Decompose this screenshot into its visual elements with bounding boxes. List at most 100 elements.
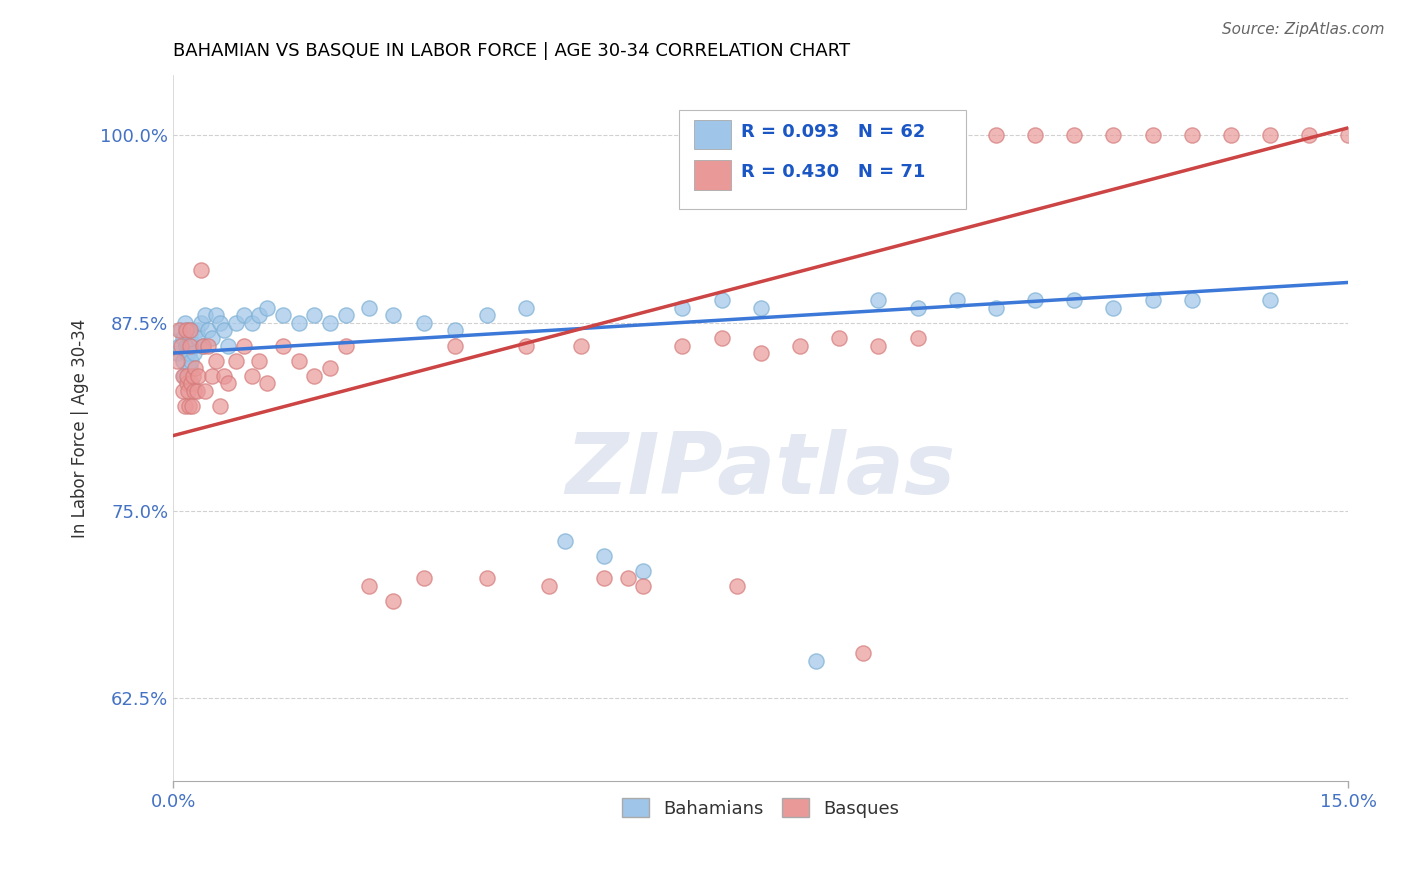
Point	[475, 571, 498, 585]
Point	[984, 301, 1007, 315]
Point	[633, 579, 655, 593]
Text: R = 0.430   N = 71: R = 0.430 N = 71	[741, 163, 925, 181]
Point	[179, 361, 201, 376]
Point	[193, 309, 215, 323]
Point	[176, 346, 198, 360]
Point	[302, 368, 325, 383]
Point	[181, 324, 204, 338]
Point	[319, 361, 342, 376]
Point	[359, 301, 381, 315]
Point	[180, 376, 202, 390]
FancyBboxPatch shape	[679, 111, 966, 210]
Point	[710, 293, 733, 308]
Point	[515, 338, 537, 352]
Point	[225, 353, 247, 368]
Point	[197, 324, 219, 338]
Point	[907, 331, 929, 345]
Point	[176, 368, 198, 383]
Point	[240, 316, 263, 330]
Point	[232, 338, 254, 352]
Point	[1102, 128, 1125, 143]
Point	[166, 353, 188, 368]
Y-axis label: In Labor Force | Age 30-34: In Labor Force | Age 30-34	[72, 318, 89, 538]
Point	[287, 316, 309, 330]
Point	[190, 316, 212, 330]
Point	[302, 309, 325, 323]
Text: BAHAMIAN VS BASQUE IN LABOR FORCE | AGE 30-34 CORRELATION CHART: BAHAMIAN VS BASQUE IN LABOR FORCE | AGE …	[173, 42, 851, 60]
Point	[725, 579, 748, 593]
Point	[1181, 128, 1204, 143]
Point	[179, 331, 201, 345]
Point	[212, 324, 235, 338]
Point	[1024, 293, 1046, 308]
Point	[209, 316, 232, 330]
Point	[1258, 293, 1281, 308]
Point	[217, 376, 239, 390]
Point	[217, 338, 239, 352]
Point	[271, 309, 294, 323]
Point	[828, 331, 851, 345]
Point	[804, 654, 827, 668]
Point	[475, 309, 498, 323]
Point	[169, 324, 191, 338]
Point	[172, 331, 194, 345]
Point	[359, 579, 381, 593]
Point	[247, 353, 270, 368]
Point	[183, 346, 205, 360]
Point	[1219, 128, 1241, 143]
Point	[515, 301, 537, 315]
Point	[190, 263, 212, 277]
Point	[633, 564, 655, 578]
Point	[183, 384, 205, 398]
Point	[177, 346, 200, 360]
Point	[184, 361, 207, 376]
Point	[201, 368, 224, 383]
Point	[1142, 128, 1164, 143]
Point	[177, 384, 200, 398]
Point	[569, 338, 592, 352]
Text: R = 0.093   N = 62: R = 0.093 N = 62	[741, 123, 925, 141]
Point	[868, 338, 890, 352]
Point	[1063, 128, 1085, 143]
Point	[177, 399, 200, 413]
Text: ZIPatlas: ZIPatlas	[565, 429, 956, 512]
Point	[187, 368, 209, 383]
Point	[209, 399, 232, 413]
Point	[181, 399, 204, 413]
Legend: Bahamians, Basques: Bahamians, Basques	[614, 791, 907, 825]
Point	[671, 338, 693, 352]
Point	[180, 353, 202, 368]
Text: Source: ZipAtlas.com: Source: ZipAtlas.com	[1222, 22, 1385, 37]
Point	[749, 301, 772, 315]
Point	[205, 353, 228, 368]
Point	[176, 376, 198, 390]
Point	[201, 331, 224, 345]
Point	[444, 324, 467, 338]
Point	[593, 571, 616, 585]
Point	[205, 309, 228, 323]
FancyBboxPatch shape	[693, 120, 731, 149]
Point	[413, 316, 436, 330]
Point	[554, 533, 576, 548]
Point	[173, 368, 195, 383]
Point	[945, 293, 967, 308]
Point	[170, 338, 193, 352]
Point	[172, 384, 194, 398]
Point	[174, 316, 197, 330]
Point	[1298, 128, 1320, 143]
Point	[287, 353, 309, 368]
Point	[256, 376, 278, 390]
Point	[212, 368, 235, 383]
Point	[1142, 293, 1164, 308]
Point	[191, 338, 214, 352]
Point	[984, 128, 1007, 143]
Point	[179, 338, 201, 352]
Point	[381, 594, 404, 608]
Point	[616, 571, 638, 585]
Point	[710, 331, 733, 345]
Point	[174, 399, 197, 413]
Point	[191, 338, 214, 352]
Point	[181, 338, 204, 352]
Point	[177, 338, 200, 352]
Point	[1353, 128, 1375, 143]
